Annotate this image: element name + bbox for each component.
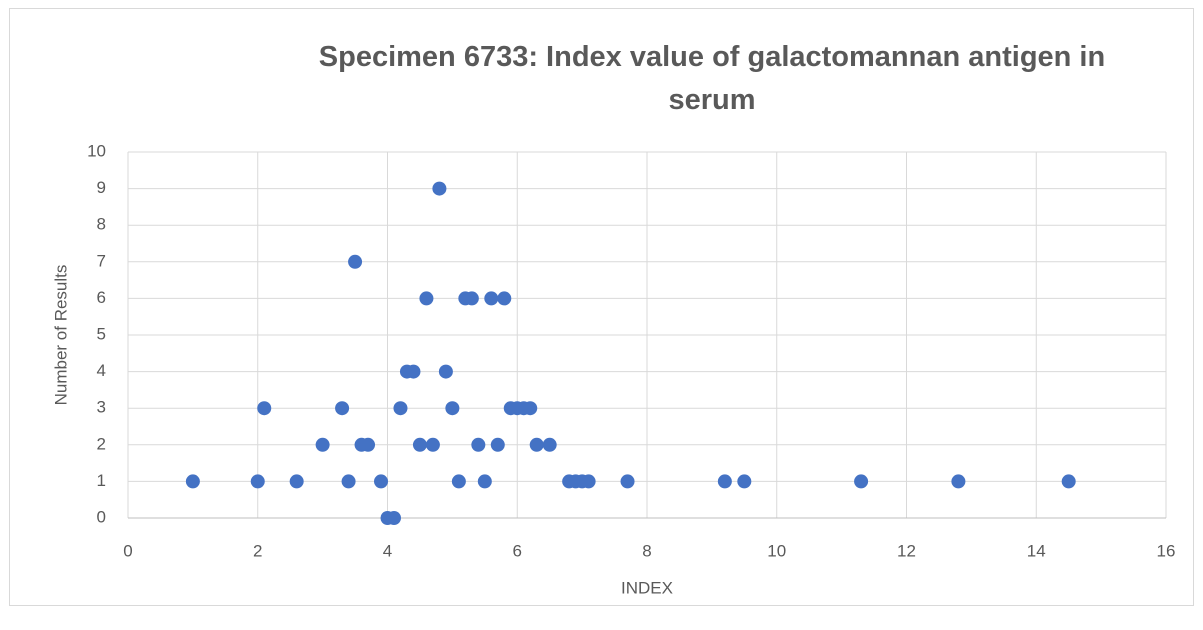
x-tick-label: 2 [253, 541, 262, 560]
point [374, 474, 389, 489]
point [490, 437, 505, 452]
point [361, 437, 376, 452]
x-tick-label: 12 [897, 541, 916, 560]
y-tick-label: 6 [97, 288, 106, 307]
chart-border [9, 8, 1194, 606]
point [471, 437, 486, 452]
point [1061, 474, 1076, 489]
x-tick-label: 16 [1157, 541, 1176, 560]
x-tick-label: 4 [383, 541, 392, 560]
y-tick-label: 7 [97, 251, 106, 270]
y-axis-label: Number of Results [51, 265, 70, 406]
y-tick-label: 5 [97, 324, 106, 343]
y-tick-label: 2 [97, 434, 106, 453]
point [425, 437, 440, 452]
y-tick-label: 1 [97, 471, 106, 490]
point [542, 437, 557, 452]
point [581, 474, 596, 489]
point [419, 291, 434, 306]
x-tick-label: 0 [123, 541, 132, 560]
point [737, 474, 752, 489]
x-tick-label: 14 [1027, 541, 1046, 560]
point [257, 401, 272, 416]
point [484, 291, 499, 306]
y-tick-label: 4 [97, 361, 106, 380]
point [497, 291, 512, 306]
y-tick-label: 10 [87, 141, 106, 160]
point [432, 181, 447, 196]
point [341, 474, 356, 489]
point [438, 364, 453, 379]
y-tick-label: 9 [97, 178, 106, 197]
point [386, 511, 401, 525]
point [250, 474, 265, 489]
point [289, 474, 304, 489]
point [717, 474, 732, 489]
point [406, 364, 421, 379]
point [477, 474, 492, 489]
point [393, 401, 408, 416]
point [185, 474, 200, 489]
point [464, 291, 479, 306]
y-tick-label: 3 [97, 398, 106, 417]
x-tick-label: 8 [642, 541, 651, 560]
y-tick-label: 0 [97, 507, 106, 526]
point [620, 474, 635, 489]
x-tick-label: 6 [513, 541, 522, 560]
chart-title: Specimen 6733: Index value of galactoman… [318, 41, 1106, 116]
point [335, 401, 350, 416]
point [451, 474, 466, 489]
y-tick-label: 8 [97, 215, 106, 234]
point [348, 254, 363, 269]
point [951, 474, 966, 489]
point [315, 437, 330, 452]
point [412, 437, 427, 452]
x-axis-label: INDEX [621, 578, 673, 597]
point [445, 401, 460, 416]
point [523, 401, 538, 416]
point [854, 474, 869, 489]
point [529, 437, 544, 452]
x-tick-label: 10 [767, 541, 786, 560]
